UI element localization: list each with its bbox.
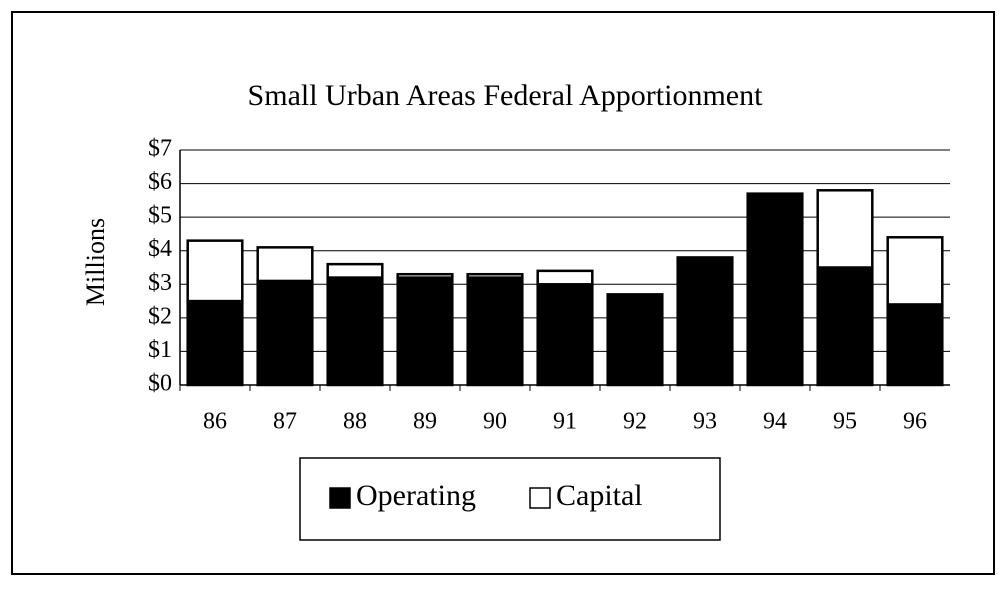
x-tick-label: 89 <box>413 409 437 435</box>
x-tick-label: 91 <box>553 409 577 435</box>
bar-segment <box>326 262 384 279</box>
bar-segment <box>326 276 384 387</box>
x-tick-label: 90 <box>483 409 507 435</box>
y-tick-label: $2 <box>148 303 172 329</box>
bar-segment <box>396 272 454 279</box>
legend-swatch <box>329 487 351 509</box>
x-tick-label: 95 <box>833 409 857 435</box>
bar-segment <box>256 279 314 387</box>
legend-label: Operating <box>356 479 476 512</box>
x-tick-label: 86 <box>203 409 227 435</box>
y-tick-label: $5 <box>148 203 172 229</box>
y-tick-label: $0 <box>148 371 172 397</box>
chart-border <box>11 11 995 575</box>
x-tick-label: 92 <box>623 409 647 435</box>
y-tick-label: $3 <box>148 270 172 296</box>
bar-segment <box>886 236 944 306</box>
bar-segment <box>816 266 874 387</box>
bar-segment <box>186 299 244 387</box>
legend-swatch <box>529 487 551 509</box>
bar-segment <box>746 192 804 387</box>
y-tick-label: $7 <box>148 136 172 162</box>
legend-box <box>299 457 721 541</box>
y-tick-label: $1 <box>148 337 172 363</box>
x-tick-label: 93 <box>693 409 717 435</box>
chart-title: Small Urban Areas Federal Apportionment <box>248 79 764 112</box>
bar-segment <box>466 272 524 279</box>
bar-segment <box>536 269 594 286</box>
bar-segment <box>396 276 454 387</box>
x-tick-label: 88 <box>343 409 367 435</box>
y-tick-label: $4 <box>148 236 172 262</box>
bar-segment <box>816 189 874 269</box>
bar-segment <box>536 283 594 387</box>
bar-segment <box>886 303 944 387</box>
bar-segment <box>466 276 524 387</box>
y-axis-label: Millions <box>81 218 110 306</box>
legend-label: Capital <box>556 479 643 512</box>
bar-segment <box>606 293 664 387</box>
bar-segment <box>676 256 734 387</box>
bar-segment <box>256 246 314 283</box>
bar-segment <box>186 239 244 303</box>
x-tick-label: 96 <box>903 409 927 435</box>
x-tick-label: 87 <box>273 409 297 435</box>
y-tick-label: $6 <box>148 169 172 195</box>
x-tick-label: 94 <box>763 409 787 435</box>
